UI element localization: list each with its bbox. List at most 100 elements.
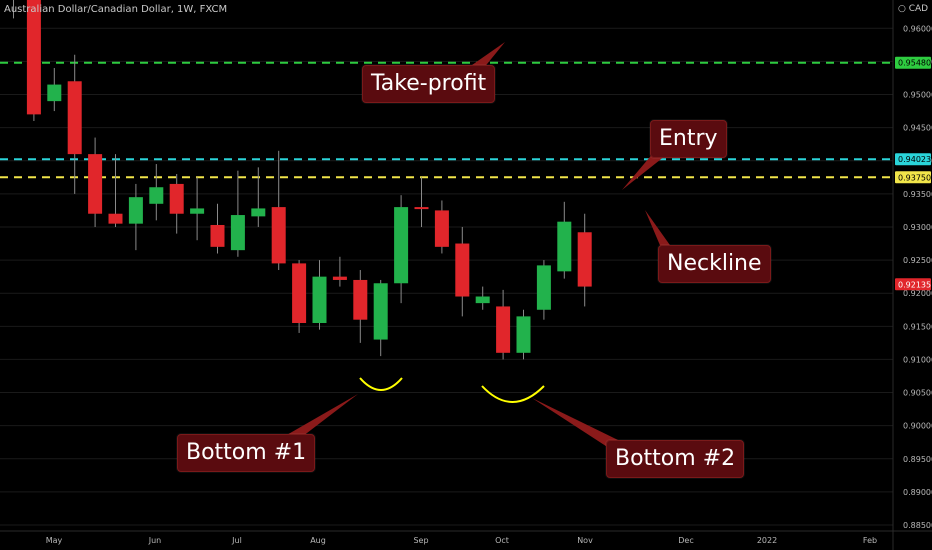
price-label-neckline-text: 0.93750 <box>898 173 931 182</box>
candle-body <box>108 213 123 224</box>
candles <box>13 0 592 360</box>
price-label-neckline: 0.93750 <box>895 171 931 184</box>
candle <box>496 289 511 360</box>
candle-body <box>169 183 184 214</box>
grid <box>0 27 893 526</box>
candle-body <box>292 263 307 324</box>
candle <box>455 226 470 317</box>
symbol-title: Australian Dollar/Canadian Dollar, 1W, F… <box>4 4 228 15</box>
price-label-last-text: 0.92135 <box>898 280 931 289</box>
currency-badge[interactable]: ○ CAD <box>898 4 928 14</box>
candle-body <box>536 265 551 310</box>
annotations <box>278 42 672 450</box>
candle <box>67 54 82 194</box>
x-tick-label: Sep <box>413 536 428 545</box>
callout-neckline: Neckline <box>658 245 771 284</box>
currency-radio-icon: ○ <box>898 4 906 14</box>
x-tick-label: 2022 <box>757 536 777 545</box>
bottom1-arc <box>359 377 403 391</box>
candle-body <box>312 276 327 324</box>
candle-body <box>455 243 470 297</box>
candle <box>230 170 245 257</box>
candle-body <box>394 207 409 284</box>
price-label-take-profit-bg <box>895 56 931 69</box>
bottom2-pointer <box>532 398 618 450</box>
candle <box>251 167 266 227</box>
candle <box>394 195 409 304</box>
candle <box>108 154 123 227</box>
price-axis[interactable]: 0.960000.955000.950000.945000.940000.935… <box>892 0 932 550</box>
candle <box>128 183 143 251</box>
x-tick-label: Nov <box>577 536 593 545</box>
x-tick-label: May <box>46 536 63 545</box>
candle-body <box>210 224 225 247</box>
candle <box>210 203 225 254</box>
candle <box>271 150 286 271</box>
candle-body <box>414 207 429 210</box>
time-axis[interactable]: May Jun Jul Aug Sep Oct Nov Dec 2022 Feb <box>0 530 932 545</box>
candle-body <box>47 84 62 102</box>
candle <box>516 309 531 360</box>
candle <box>373 279 388 357</box>
candle <box>536 260 551 320</box>
candle <box>577 213 592 307</box>
candle-body <box>496 306 511 353</box>
candle <box>434 200 449 254</box>
callout-bottom1: Bottom #1 <box>177 434 316 473</box>
bottom2-arc <box>481 385 545 403</box>
candle-body <box>373 283 388 340</box>
x-tick-label: Aug <box>310 536 326 545</box>
candle-body <box>271 207 286 264</box>
price-label-take-profit-text: 0.95480 <box>898 59 931 68</box>
callout-take-profit: Take-profit <box>362 65 496 104</box>
candle <box>88 137 103 227</box>
candle <box>13 0 14 19</box>
candle-body <box>251 208 266 217</box>
level-lines <box>0 61 893 179</box>
candle <box>292 260 307 333</box>
neckline-pointer <box>645 210 672 250</box>
candle <box>353 270 368 343</box>
price-label-entry: 0.94023 <box>895 153 931 166</box>
candle <box>190 177 205 241</box>
price-label-take-profit: 0.95480 <box>895 56 931 69</box>
price-label-entry-text: 0.94023 <box>898 155 931 164</box>
x-tick-label: Jun <box>148 536 162 545</box>
currency-label: CAD <box>908 4 929 14</box>
price-label-last-bg <box>895 278 931 291</box>
x-tick-label: Jul <box>231 536 242 545</box>
candle-body <box>577 232 592 287</box>
candle <box>312 260 327 330</box>
candle-body <box>332 276 347 280</box>
candle-body <box>190 208 205 214</box>
candle-body <box>557 221 572 272</box>
candle-body <box>67 81 82 155</box>
candle <box>149 164 164 221</box>
callout-bottom2: Bottom #2 <box>606 440 745 479</box>
candle-body <box>516 316 531 353</box>
candle-body <box>230 215 245 251</box>
x-tick-label: Dec <box>678 536 693 545</box>
x-tick-label: Feb <box>863 536 877 545</box>
candle <box>332 256 347 287</box>
candle-body <box>26 0 41 115</box>
candle <box>47 68 62 112</box>
candle-body <box>353 279 368 320</box>
candle-body <box>128 197 143 224</box>
bottom1-pointer <box>278 394 358 446</box>
price-label-neckline-bg <box>895 171 931 184</box>
